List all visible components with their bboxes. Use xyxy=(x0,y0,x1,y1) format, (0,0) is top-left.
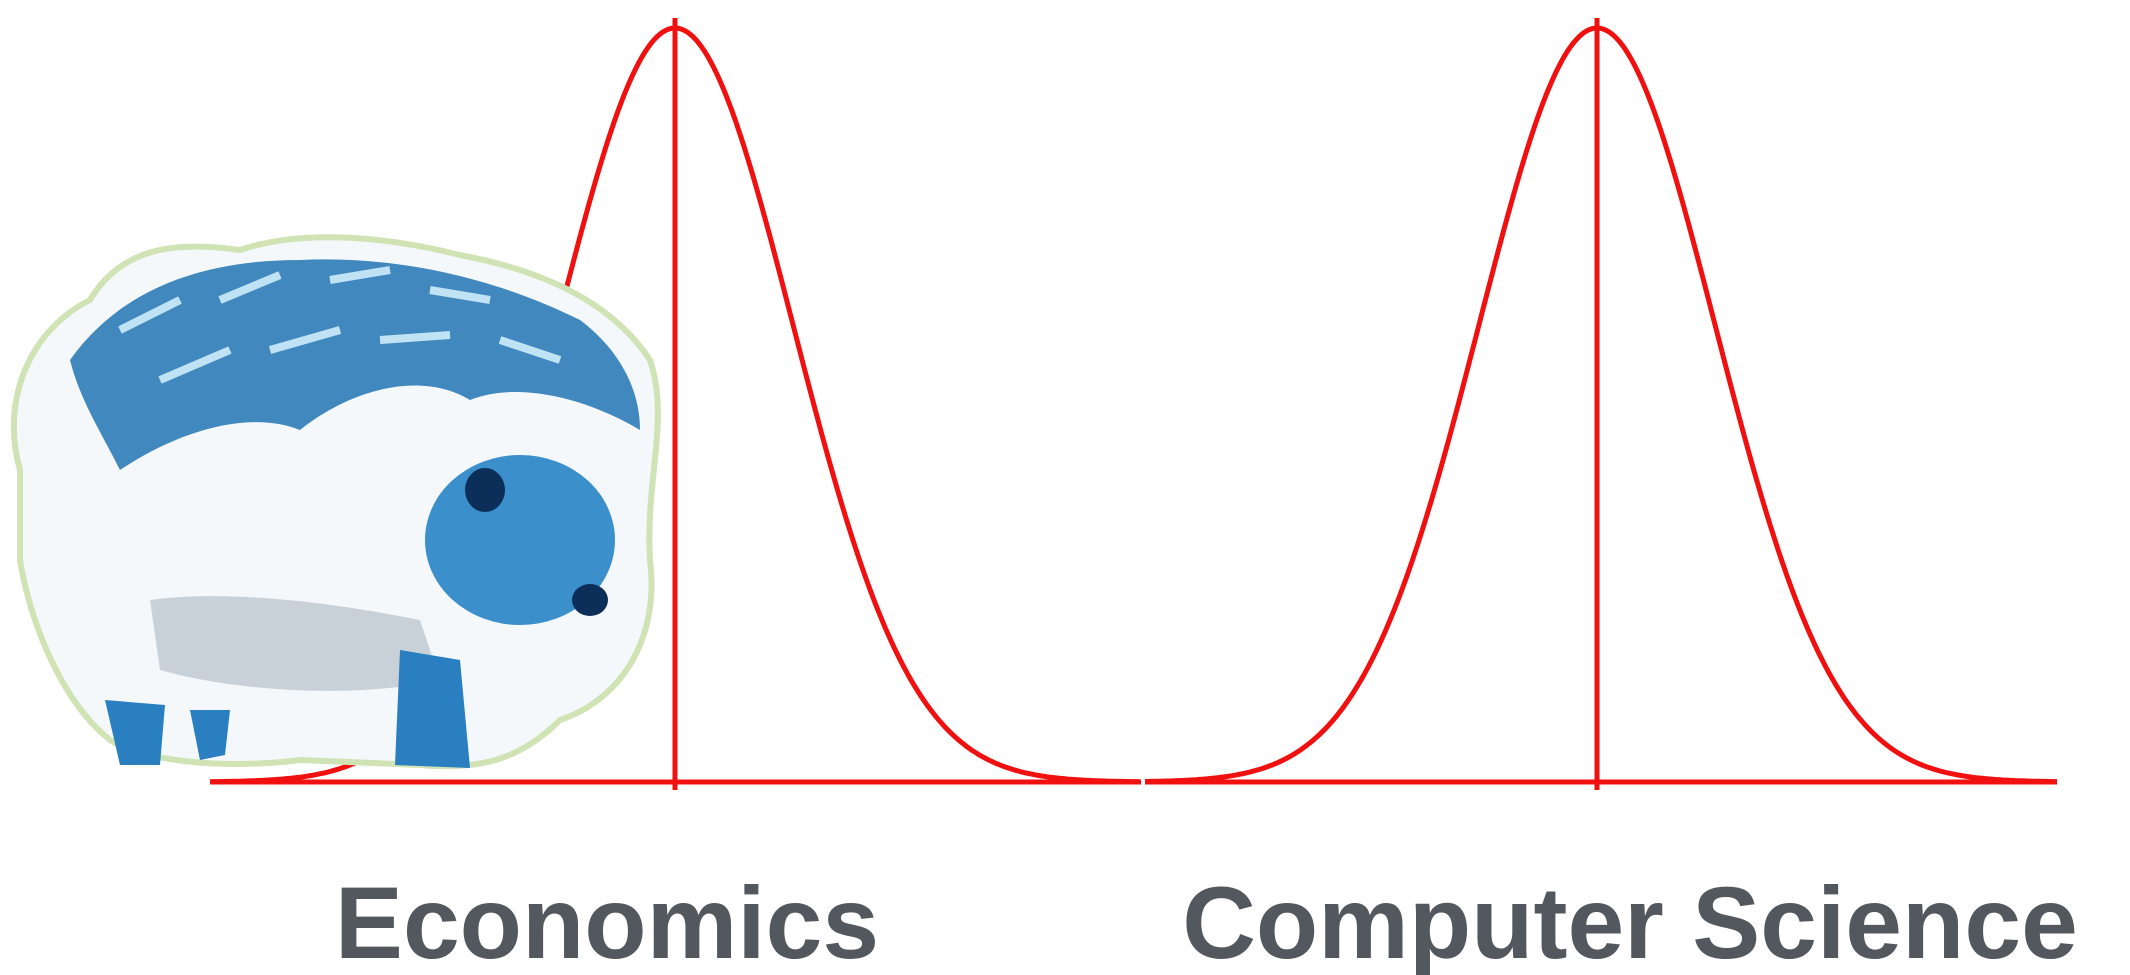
hedgehog xyxy=(10,234,661,770)
hedgehog-spines xyxy=(70,259,640,470)
bell-curve xyxy=(1145,25,2057,785)
hedgehog-nose xyxy=(572,584,608,616)
hedgehog-spine-highlights xyxy=(118,266,562,384)
right-label: Computer Science xyxy=(1182,866,2078,975)
hedgehog-belly xyxy=(150,596,440,691)
left-label: Economics xyxy=(335,866,879,975)
hedgehog-feet xyxy=(105,650,470,768)
hedgehog-eye xyxy=(465,468,505,512)
